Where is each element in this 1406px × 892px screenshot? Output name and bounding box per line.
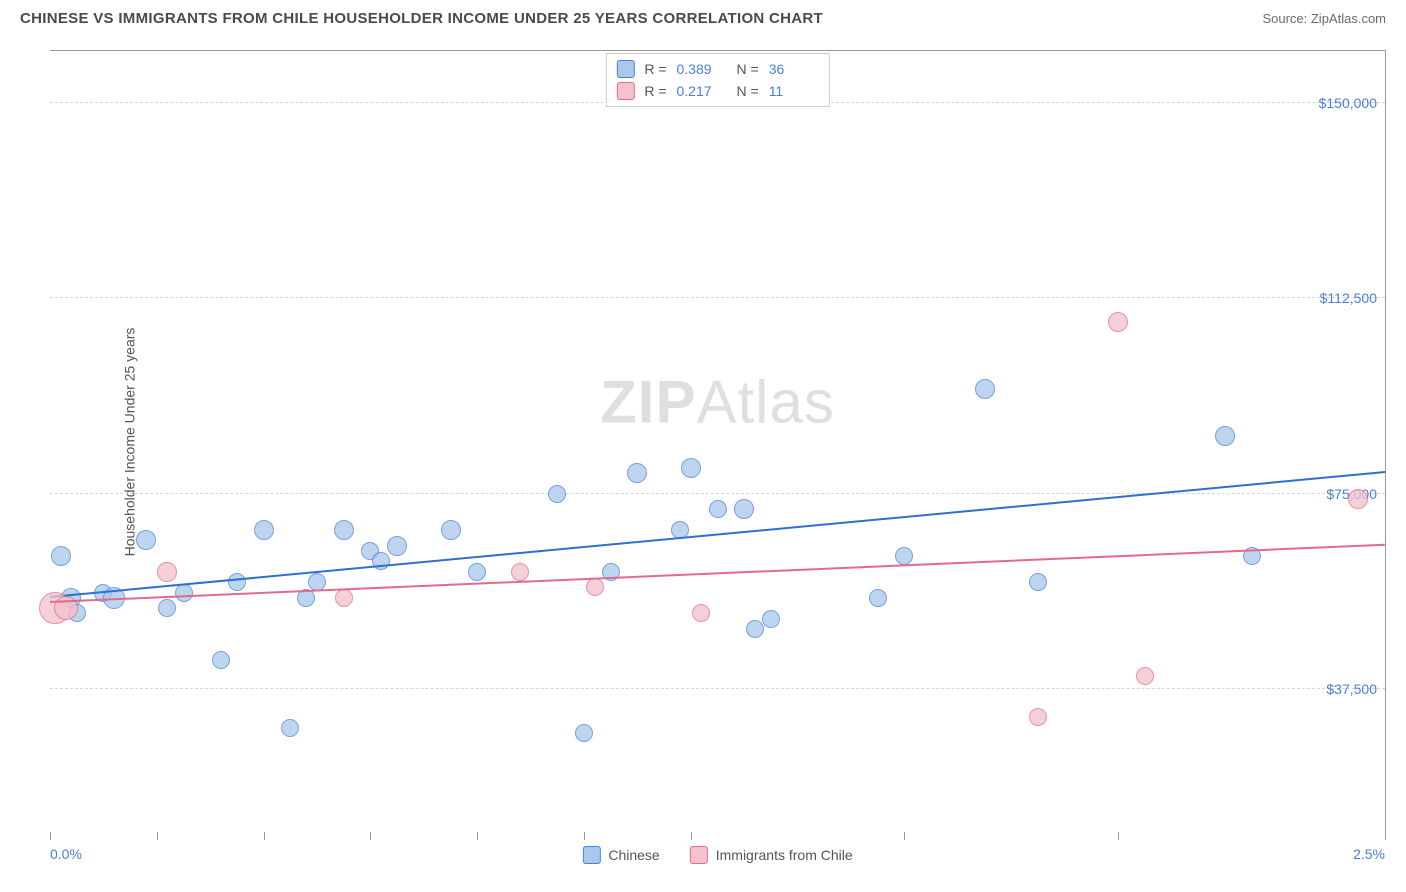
- scatter-marker: [1215, 426, 1235, 446]
- scatter-marker: [709, 500, 727, 518]
- scatter-marker: [334, 520, 354, 540]
- trend-line: [50, 471, 1385, 598]
- scatter-marker: [586, 578, 604, 596]
- series-legend: Chinese Immigrants from Chile: [582, 846, 852, 864]
- scatter-marker: [895, 547, 913, 565]
- scatter-marker: [51, 546, 71, 566]
- scatter-marker: [212, 651, 230, 669]
- x-tick: [264, 832, 265, 840]
- correlation-legend: R = 0.389 N = 36 R = 0.217 N = 11: [605, 53, 829, 107]
- x-tick: [477, 832, 478, 840]
- legend-swatch: [616, 82, 634, 100]
- legend-row: R = 0.389 N = 36: [616, 58, 818, 80]
- x-tick-label: 0.0%: [50, 846, 82, 862]
- scatter-marker: [681, 458, 701, 478]
- legend-r-label: R =: [644, 61, 666, 77]
- legend-n-label: N =: [737, 83, 759, 99]
- y-tick-label: $37,500: [1326, 681, 1377, 697]
- x-tick: [157, 832, 158, 840]
- scatter-marker: [692, 604, 710, 622]
- scatter-marker: [1136, 667, 1154, 685]
- grid-line: [50, 493, 1385, 494]
- legend-swatch: [616, 60, 634, 78]
- scatter-marker: [511, 563, 529, 581]
- x-tick: [584, 832, 585, 840]
- scatter-marker: [175, 584, 193, 602]
- x-tick: [370, 832, 371, 840]
- legend-n-label: N =: [737, 61, 759, 77]
- scatter-marker: [1029, 708, 1047, 726]
- legend-r-value: 0.389: [677, 61, 727, 77]
- scatter-marker: [627, 463, 647, 483]
- legend-row: R = 0.217 N = 11: [616, 80, 818, 102]
- x-tick-label: 2.5%: [1353, 846, 1385, 862]
- scatter-marker: [228, 573, 246, 591]
- y-tick-label: $150,000: [1319, 95, 1377, 111]
- grid-line: [50, 297, 1385, 298]
- legend-item: Immigrants from Chile: [690, 846, 853, 864]
- scatter-marker: [387, 536, 407, 556]
- legend-r-value: 0.217: [677, 83, 727, 99]
- scatter-marker: [734, 499, 754, 519]
- x-tick: [1118, 832, 1119, 840]
- scatter-marker: [441, 520, 461, 540]
- scatter-marker: [548, 485, 566, 503]
- legend-series-name: Chinese: [608, 847, 659, 863]
- scatter-marker: [762, 610, 780, 628]
- chart-plot-area: Householder Income Under 25 years ZIPAtl…: [50, 50, 1386, 832]
- x-tick: [691, 832, 692, 840]
- scatter-marker: [1108, 312, 1128, 332]
- scatter-marker: [157, 562, 177, 582]
- scatter-marker: [335, 589, 353, 607]
- legend-n-value: 11: [769, 83, 819, 99]
- source-label: Source: ZipAtlas.com: [1262, 11, 1386, 26]
- legend-r-label: R =: [644, 83, 666, 99]
- chart-title: CHINESE VS IMMIGRANTS FROM CHILE HOUSEHO…: [20, 10, 823, 27]
- scatter-marker: [746, 620, 764, 638]
- scatter-marker: [1029, 573, 1047, 591]
- scatter-marker: [575, 724, 593, 742]
- legend-swatch: [690, 846, 708, 864]
- scatter-marker: [281, 719, 299, 737]
- legend-item: Chinese: [582, 846, 659, 864]
- y-tick-label: $112,500: [1320, 290, 1377, 306]
- legend-series-name: Immigrants from Chile: [716, 847, 853, 863]
- scatter-marker: [468, 563, 486, 581]
- scatter-marker: [1348, 489, 1368, 509]
- grid-line: [50, 688, 1385, 689]
- scatter-marker: [869, 589, 887, 607]
- scatter-marker: [158, 599, 176, 617]
- legend-swatch: [582, 846, 600, 864]
- x-tick: [50, 832, 51, 840]
- scatter-marker: [136, 530, 156, 550]
- legend-n-value: 36: [769, 61, 819, 77]
- scatter-marker: [975, 379, 995, 399]
- scatter-marker: [254, 520, 274, 540]
- x-tick: [1385, 832, 1386, 840]
- x-tick: [904, 832, 905, 840]
- trend-line: [50, 544, 1385, 603]
